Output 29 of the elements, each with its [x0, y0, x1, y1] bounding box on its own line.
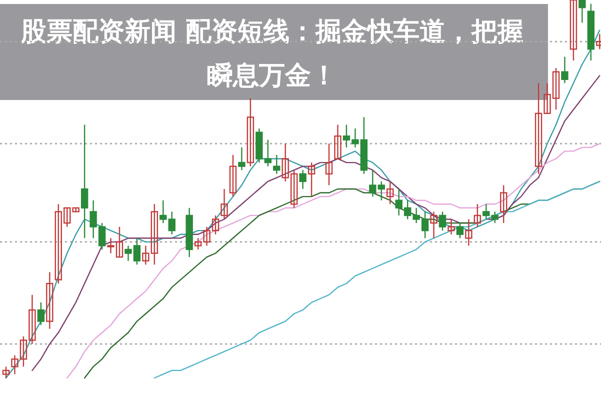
candlestick [325, 143, 333, 186]
candlestick [500, 184, 508, 224]
candlestick [482, 204, 490, 220]
candlestick [465, 218, 472, 246]
candlestick [386, 180, 394, 205]
candlestick [578, 0, 586, 24]
candlestick [37, 302, 45, 326]
candlestick [561, 56, 568, 84]
candlestick [46, 272, 54, 330]
candlestick [456, 222, 464, 239]
candlestick [168, 211, 176, 235]
candlestick [474, 204, 482, 228]
candlestick [160, 200, 167, 224]
candlestick [491, 211, 498, 224]
candlestick [299, 170, 306, 190]
candlestick [220, 188, 228, 220]
candlestick [273, 154, 280, 174]
candlestick [246, 98, 254, 167]
candlestick [2, 366, 10, 379]
candlestick [438, 211, 446, 232]
candlestick [80, 124, 88, 239]
candlestick [448, 218, 455, 235]
candlestick [334, 124, 342, 160]
candlestick [238, 146, 246, 171]
candlestick [308, 162, 316, 198]
candlestick [430, 211, 438, 239]
candlestick [570, 0, 578, 62]
candlestick [229, 154, 237, 198]
text: 股票配资新闻 配资短线：掘金快车道，把握瞬息万金！ [19, 17, 524, 91]
